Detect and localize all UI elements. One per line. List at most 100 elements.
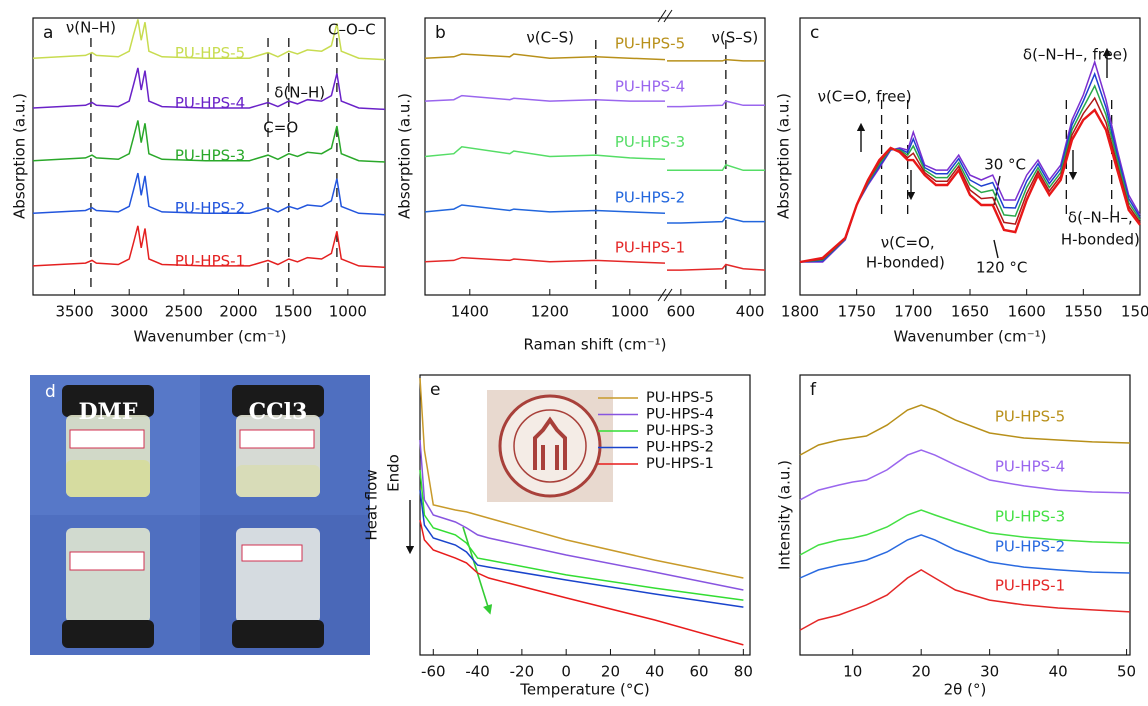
annotation: 120 °C xyxy=(976,259,1027,277)
series-line xyxy=(424,94,765,108)
series-label: PU-HPS-4 xyxy=(175,94,245,112)
x-tick-label: 3000 xyxy=(110,303,148,321)
annotation: H-bonded) xyxy=(866,253,945,271)
y-axis-title: Absorption (a.u.) xyxy=(775,93,793,219)
plot-frame xyxy=(32,17,386,296)
x-axis-title: Raman shift (cm⁻¹) xyxy=(523,336,666,354)
x-tick-label: 1500 xyxy=(274,303,312,321)
legend-label: PU-HPS-1 xyxy=(646,456,714,472)
series-line xyxy=(799,84,1141,263)
x-tick-label: 80 xyxy=(734,663,753,681)
series-line xyxy=(32,67,386,111)
series-label: PU-HPS-1 xyxy=(995,576,1065,594)
series-label: PU-HPS-5 xyxy=(175,44,245,62)
panel-label: e xyxy=(430,380,440,400)
x-axis-title: 2θ (°) xyxy=(944,681,987,699)
annotation: δ(N–H) xyxy=(274,84,325,102)
series-line xyxy=(799,71,1141,263)
legend-label: PU-HPS-5 xyxy=(646,390,714,406)
plot-frame xyxy=(424,17,766,296)
series-line xyxy=(424,204,765,224)
series-line xyxy=(799,108,1141,264)
x-tick-label: 2500 xyxy=(165,303,203,321)
plot-frame xyxy=(799,374,1131,656)
trend-arrow xyxy=(462,526,493,615)
x-tick-label: 60 xyxy=(690,663,709,681)
x-tick-label: 50 xyxy=(1117,663,1136,681)
series-line xyxy=(799,569,1131,631)
x-tick-label: -60 xyxy=(421,663,446,681)
x-tick-label: 40 xyxy=(1049,663,1068,681)
x-tick-label: 1500 xyxy=(1121,303,1148,321)
x-tick-label: 20 xyxy=(601,663,620,681)
series-line xyxy=(32,120,386,163)
annotation: ν(C=O, free) xyxy=(818,87,912,105)
series-label: PU-HPS-1 xyxy=(615,238,685,256)
series-line xyxy=(799,404,1131,456)
series-line xyxy=(419,378,744,579)
annotation: ν(S–S) xyxy=(712,28,759,46)
y-axis-title: Intensity (a.u.) xyxy=(776,460,794,570)
series-label: PU-HPS-3 xyxy=(995,508,1065,526)
x-tick-label: 400 xyxy=(736,303,765,321)
plot-frame xyxy=(419,374,751,656)
annotation: ν(C=O, xyxy=(881,233,935,251)
series-label: PU-HPS-3 xyxy=(615,133,685,151)
series-label: PU-HPS-4 xyxy=(995,457,1065,475)
y-axis-title: Absorption (a.u.) xyxy=(11,93,29,219)
x-axis-title: Wavenumber (cm⁻¹) xyxy=(894,328,1047,346)
annotation: 30 °C xyxy=(984,156,1026,174)
series-label: PU-HPS-1 xyxy=(175,252,245,270)
panel-label: c xyxy=(810,23,819,43)
series-line xyxy=(419,439,744,591)
annotation: δ(–N–H–, free) xyxy=(1023,46,1128,64)
panel-label: d xyxy=(45,382,56,402)
y-axis-title: Heat flow xyxy=(363,469,381,540)
series-label: PU-HPS-3 xyxy=(175,147,245,165)
photo-text: DMF xyxy=(78,399,137,425)
series-line xyxy=(32,225,386,269)
annotation: δ(–N–H–, xyxy=(1068,208,1133,226)
annotation: H-bonded) xyxy=(1061,230,1140,248)
x-tick-label: 1400 xyxy=(451,303,489,321)
series-label: PU-HPS-5 xyxy=(615,35,685,53)
series-line xyxy=(800,59,1141,263)
y-axis-note: Endo xyxy=(385,454,403,492)
x-tick-label: 1000 xyxy=(611,303,649,321)
x-axis-title: Wavenumber (cm⁻¹) xyxy=(134,328,287,346)
series-label: PU-HPS-2 xyxy=(995,537,1065,555)
x-tick-label: 1750 xyxy=(838,303,876,321)
series-line xyxy=(419,519,744,646)
x-tick-label: -20 xyxy=(510,663,535,681)
annotation: C=O xyxy=(263,118,298,136)
x-tick-label: -40 xyxy=(465,663,490,681)
panel-label: a xyxy=(43,23,53,43)
series-label: PU-HPS-5 xyxy=(995,408,1065,426)
x-tick-label: 1650 xyxy=(951,303,989,321)
series-line xyxy=(799,449,1131,501)
x-tick-label: 2000 xyxy=(219,303,257,321)
series-label: PU-HPS-2 xyxy=(175,199,245,217)
series-label: PU-HPS-4 xyxy=(615,78,685,96)
x-tick-label: 1200 xyxy=(531,303,569,321)
inset-logo xyxy=(487,390,613,502)
annotation: C–O–C xyxy=(328,20,376,38)
series-line xyxy=(799,534,1131,579)
series-line xyxy=(799,509,1131,556)
x-tick-label: 1700 xyxy=(894,303,932,321)
series-line xyxy=(424,146,765,172)
x-tick-label: 10 xyxy=(843,663,862,681)
legend-label: PU-HPS-4 xyxy=(646,407,714,423)
series-line xyxy=(419,469,744,601)
x-tick-label: 30 xyxy=(980,663,999,681)
x-tick-label: 1000 xyxy=(329,303,367,321)
x-tick-label: 600 xyxy=(667,303,696,321)
axis-break xyxy=(657,9,673,302)
photo-text: CCl3 xyxy=(249,399,308,425)
panel-label: f xyxy=(810,380,817,400)
series-line xyxy=(424,53,765,62)
legend-label: PU-HPS-3 xyxy=(646,423,714,439)
series-label: PU-HPS-2 xyxy=(615,188,685,206)
x-axis-title: Temperature (°C) xyxy=(519,681,649,699)
